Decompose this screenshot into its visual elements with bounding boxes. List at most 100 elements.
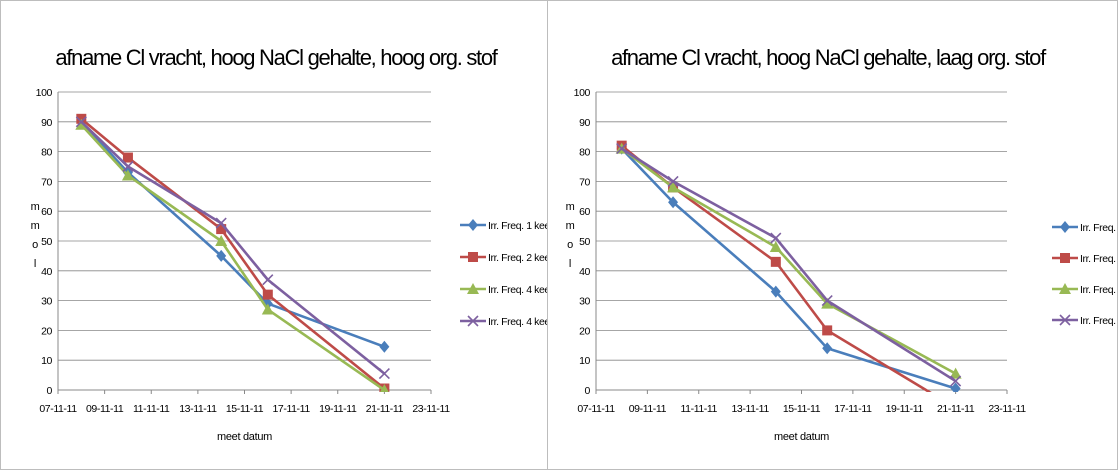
plot-area (75, 113, 390, 392)
data-point-b (262, 274, 274, 286)
data-point (950, 375, 962, 387)
legend-marker (1060, 253, 1070, 263)
data-point (949, 367, 962, 379)
x-axis-label: meet datum (774, 431, 829, 443)
y-tick-label: 30 (579, 296, 590, 308)
y-axis-label-char: m (566, 201, 575, 213)
y-tick-label: 50 (41, 236, 52, 248)
data-point (378, 368, 390, 380)
data-point-b (821, 295, 833, 307)
x-tick-label: 23-11-11 (412, 403, 450, 415)
data-point (379, 340, 390, 353)
y-axis-label-char: l (34, 258, 36, 270)
data-point (215, 235, 228, 246)
x-tick-label: 07-11-11 (577, 403, 615, 415)
y-axis-label-char: l (569, 258, 571, 270)
y-tick-label: 40 (41, 266, 52, 278)
data-point (822, 342, 833, 355)
x-tick-label: 13-11-11 (731, 403, 769, 415)
x-tick-label: 21-11-11 (937, 403, 975, 415)
chart-panel-right: afname Cl vracht, hoog NaCl gehalte, laa… (547, 0, 1118, 470)
legend-label: Irr. Freq. 4 keer (488, 284, 548, 296)
data-point (216, 224, 227, 235)
y-tick-label: 100 (574, 87, 591, 99)
y-tick-label: 80 (41, 147, 52, 159)
y-tick-label: 0 (47, 385, 53, 397)
data-point (215, 217, 227, 229)
data-point (380, 384, 389, 392)
data-point (262, 289, 273, 300)
y-tick-label: 100 (36, 87, 53, 99)
y-tick-label: 60 (579, 206, 590, 218)
x-tick-label: 09-11-11 (629, 403, 667, 415)
legend-marker (1060, 221, 1070, 233)
data-point-b (950, 375, 962, 387)
legend-marker-b (467, 315, 479, 327)
data-point (121, 169, 134, 181)
legend-marker (1059, 314, 1071, 326)
x-tick-label: 23-11-11 (988, 403, 1026, 415)
data-point (821, 295, 833, 307)
chart-panel-left: afname Cl vracht, hoog NaCl gehalte, hoo… (0, 0, 548, 470)
data-point (668, 196, 679, 209)
chart-title: afname Cl vracht, hoog NaCl gehalte, laa… (611, 45, 1047, 70)
legend-marker (467, 315, 479, 327)
x-tick-label: 17-11-11 (834, 403, 872, 415)
legend-label: Irr. Freq. 1 kee (1080, 222, 1118, 234)
data-point (616, 143, 628, 155)
chart-left: afname Cl vracht, hoog NaCl gehalte, hoo… (31, 45, 548, 443)
x-tick-label: 11-11-11 (681, 403, 718, 415)
legend-label: Irr. Freq. 2 keer (488, 252, 548, 264)
y-tick-label: 10 (41, 355, 52, 367)
data-point (667, 175, 679, 187)
data-point-b (667, 175, 679, 187)
data-point (770, 232, 782, 244)
y-axis-label-char: m (566, 220, 575, 232)
data-point-b (378, 368, 390, 380)
legend-label: Irr. Freq. 4 kee (1080, 284, 1118, 296)
legend-marker (468, 219, 478, 231)
data-point (769, 240, 782, 252)
y-tick-label: 80 (579, 147, 590, 159)
chart-right: afname Cl vracht, hoog NaCl gehalte, laa… (566, 45, 1118, 443)
data-point (821, 297, 834, 309)
x-tick-label: 15-11-11 (783, 403, 821, 415)
y-tick-label: 90 (41, 117, 52, 129)
chart-title: afname Cl vracht, hoog NaCl gehalte, hoo… (55, 45, 498, 70)
legend-label: Irr. Freq. 2 kee (1080, 253, 1118, 265)
y-axis-label-char: o (32, 239, 38, 251)
legend-marker (467, 283, 479, 294)
data-point (950, 382, 961, 392)
y-tick-label: 40 (579, 266, 590, 278)
y-tick-label: 60 (41, 206, 52, 218)
x-tick-label: 21-11-11 (366, 403, 404, 415)
data-point (262, 274, 274, 286)
data-point (261, 303, 274, 315)
data-point (770, 256, 781, 267)
plot-area (615, 140, 962, 392)
x-tick-label: 11-11-11 (133, 403, 170, 415)
x-tick-label: 19-11-11 (319, 403, 357, 415)
data-point (216, 249, 227, 262)
legend-marker (468, 252, 478, 262)
y-tick-label: 70 (579, 176, 590, 188)
legend-label: Irr. Freq. 4 keer (488, 316, 548, 328)
data-point (75, 118, 88, 130)
data-point-b (616, 143, 628, 155)
y-tick-label: 10 (579, 355, 590, 367)
x-tick-label: 19-11-11 (886, 403, 924, 415)
data-point (667, 181, 680, 193)
data-point (770, 285, 781, 298)
data-point-b (75, 116, 87, 128)
data-point-b (215, 217, 227, 229)
y-tick-label: 20 (579, 325, 590, 337)
x-tick-label: 17-11-11 (272, 403, 310, 415)
y-axis-label-char: m (31, 220, 40, 232)
legend-marker (1059, 283, 1071, 294)
y-axis-label-char: m (31, 201, 40, 213)
y-tick-label: 20 (41, 325, 52, 337)
y-tick-label: 0 (585, 385, 591, 397)
x-tick-label: 09-11-11 (86, 403, 124, 415)
legend-marker-b (1059, 314, 1071, 326)
y-axis-label-char: o (567, 239, 573, 251)
